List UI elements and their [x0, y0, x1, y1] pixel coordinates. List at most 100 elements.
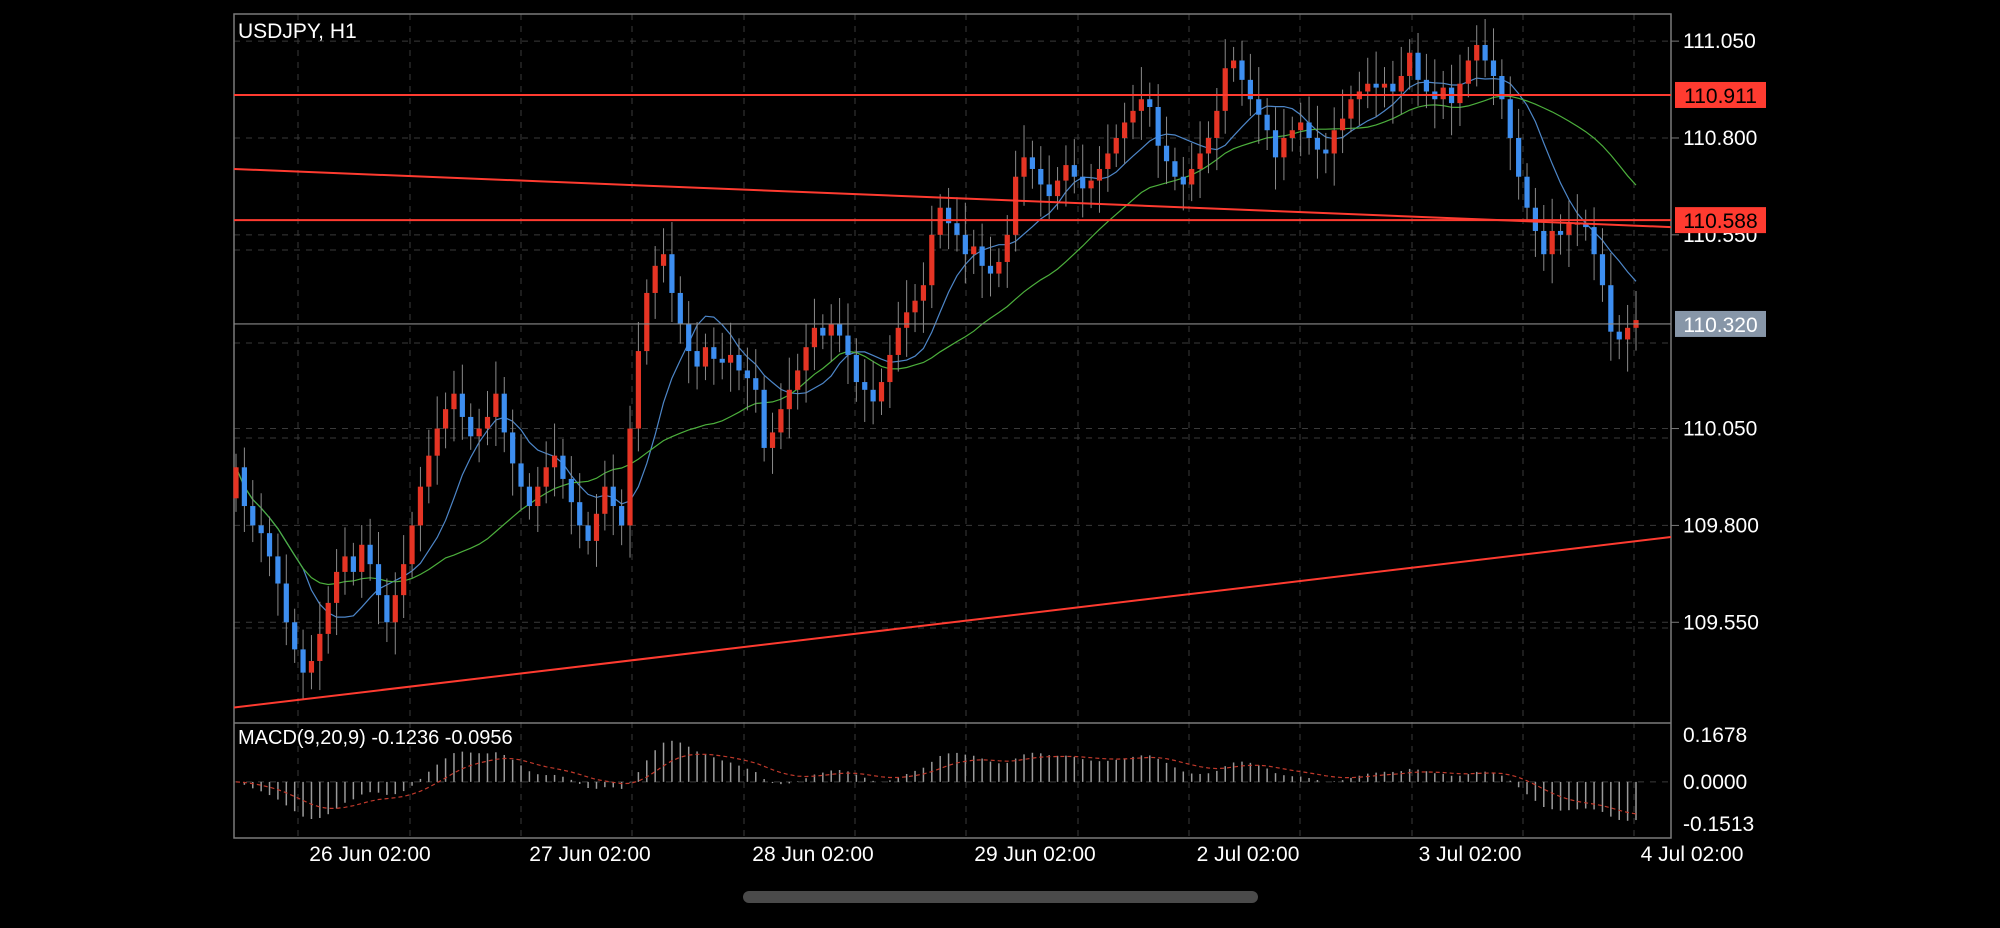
candle-body	[1507, 99, 1513, 138]
candle-body	[266, 533, 273, 557]
candle-body	[1222, 68, 1228, 111]
candle-body	[719, 358, 725, 363]
candle-body	[342, 556, 348, 572]
candle-body	[334, 571, 340, 603]
candle-body	[1096, 168, 1103, 181]
candle-body	[543, 467, 549, 487]
y-tick-label: 109.550	[1683, 611, 1759, 634]
candle-body	[409, 525, 415, 565]
candle-body	[811, 327, 818, 348]
price-tag-label: 110.320	[1683, 314, 1757, 337]
candle-body	[384, 595, 390, 623]
y-tick-label: 111.050	[1683, 30, 1756, 53]
candle-body	[1599, 254, 1606, 286]
candle-body	[1172, 161, 1178, 177]
candle-body	[451, 393, 457, 410]
candle-body	[1415, 52, 1421, 80]
candle-body	[1231, 60, 1237, 69]
candle-body	[828, 323, 834, 336]
candle-body	[795, 370, 801, 390]
price-tag-110.911	[1675, 81, 1766, 108]
candle-body	[1373, 83, 1379, 88]
candle-body	[1281, 137, 1287, 158]
candle-body	[635, 351, 641, 429]
candle-body	[1616, 331, 1622, 340]
trendline-2	[233, 536, 1672, 709]
symbol-label: USDJPY, H1	[238, 20, 357, 43]
candle-body	[392, 595, 398, 623]
candle-body	[686, 323, 692, 352]
candle-body	[1147, 99, 1153, 107]
candle-body	[895, 327, 901, 355]
candle-body	[1088, 180, 1094, 189]
price-tags: 110.911 110.588 110.320	[1675, 81, 1766, 337]
candle-body	[493, 393, 499, 417]
home-indicator[interactable]	[743, 891, 1258, 903]
candle-body	[1256, 99, 1262, 115]
candle-body	[250, 506, 256, 526]
candle-body	[317, 633, 323, 662]
candle-body	[241, 467, 247, 507]
candle-body	[1038, 168, 1044, 185]
candle-body	[1197, 153, 1203, 169]
x-tick-label: 27 Jun 02:00	[529, 843, 650, 866]
candle-body	[627, 428, 633, 526]
candle-body	[1482, 44, 1488, 61]
candle-body	[442, 409, 449, 429]
candle-body	[660, 254, 667, 266]
candle-body	[702, 347, 709, 367]
x-tick-label: 29 Jun 02:00	[974, 843, 1095, 866]
macd-y-tick-label: 0.0000	[1683, 771, 1747, 794]
candle-body	[1541, 230, 1547, 255]
candle-body	[275, 556, 281, 584]
macd-signal-line	[235, 753, 1637, 815]
candle-body	[568, 478, 574, 503]
candle-body	[526, 486, 533, 507]
candle-body	[300, 649, 306, 673]
candle-body	[1331, 130, 1337, 154]
candle-body	[1122, 122, 1128, 138]
candle-body	[929, 234, 935, 286]
drawn-lines[interactable]	[233, 93, 1672, 709]
slow-ma-line	[235, 95, 1637, 586]
candle-body	[610, 486, 616, 507]
candle-body	[367, 544, 373, 565]
candle-body	[786, 389, 792, 410]
candle-body	[753, 378, 759, 390]
candle-body	[484, 416, 491, 429]
chart-border	[233, 13, 1672, 839]
candle-body	[853, 354, 859, 383]
candle-body	[1557, 230, 1564, 235]
candle-body	[761, 389, 767, 448]
candle-body	[1381, 83, 1388, 88]
candle-body	[359, 544, 365, 572]
candle-body	[501, 393, 507, 433]
candle-body	[1004, 234, 1010, 262]
candle-body	[820, 327, 826, 336]
x-tick-label: 2 Jul 02:00	[1197, 843, 1300, 866]
candle-body	[1365, 83, 1371, 92]
grid	[234, 14, 1671, 838]
candle-body	[803, 347, 809, 371]
price-tag-label: 110.588	[1683, 210, 1757, 233]
candle-body	[1323, 149, 1329, 154]
candle-body	[1524, 176, 1530, 208]
candle-body	[644, 292, 650, 352]
candle-body	[1499, 75, 1505, 100]
candle-body	[1247, 79, 1253, 100]
candle-body	[593, 513, 600, 541]
candle-body	[1423, 79, 1430, 92]
candle-body	[962, 234, 968, 255]
candle-body	[1398, 75, 1404, 92]
candle-body	[1063, 165, 1069, 181]
candle-body	[1054, 180, 1061, 197]
candle-body	[1583, 223, 1589, 228]
candle-body	[1180, 176, 1186, 185]
candle-body	[904, 312, 910, 328]
candle-body	[996, 261, 1002, 274]
candle-body	[1314, 137, 1321, 150]
candle-body	[736, 354, 742, 371]
candle-body	[551, 455, 558, 468]
